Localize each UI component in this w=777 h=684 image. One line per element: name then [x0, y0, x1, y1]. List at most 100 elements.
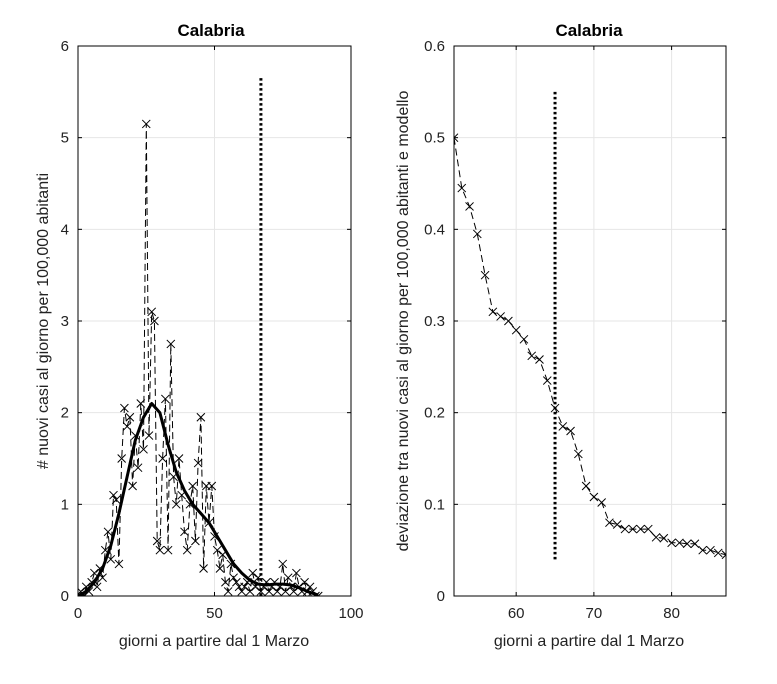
y-tick-label: 0.3: [424, 313, 445, 330]
data-point-marker: [166, 339, 176, 349]
data-point-marker: [147, 307, 157, 317]
data-point-marker: [248, 568, 258, 578]
data-point-marker: [180, 527, 189, 537]
data-point-marker: [182, 545, 192, 555]
data-point-marker: [264, 587, 274, 596]
data-point-marker: [454, 133, 459, 143]
data-point-marker: [139, 444, 148, 454]
data-point-marker: [174, 454, 184, 463]
data-point-marker: [289, 587, 299, 596]
data-point-marker: [193, 458, 203, 468]
data-point-marker: [675, 538, 684, 548]
left-plot-title: Calabria: [177, 21, 245, 40]
series-area: [78, 78, 323, 596]
y-tick-label: 0.4: [424, 221, 445, 238]
data-point-marker: [152, 536, 162, 546]
data-point-marker: [612, 520, 622, 529]
x-tick-label: 70: [586, 605, 603, 622]
data-point-marker: [111, 495, 121, 505]
data-point-marker: [465, 202, 474, 211]
data-point-marker: [682, 539, 692, 549]
data-point-marker: [300, 577, 309, 587]
data-point-marker: [163, 545, 173, 555]
model-curve: [78, 402, 319, 596]
y-tick-label: 0: [437, 588, 445, 605]
data-point-marker: [305, 582, 315, 592]
y-tick-label: 6: [61, 38, 69, 55]
data-point-marker: [158, 454, 167, 463]
data-point-marker: [256, 587, 266, 596]
data-point-marker: [605, 518, 614, 528]
data-point-marker: [155, 545, 165, 555]
data-point-marker: [117, 454, 127, 463]
data-point-marker: [651, 532, 661, 542]
data-point-marker: [581, 481, 591, 491]
series-area: [454, 91, 726, 560]
right-y-axis-label: deviazione tra nuovi casi al giorno per …: [395, 91, 412, 552]
data-point-marker: [690, 539, 700, 549]
left-series: [78, 78, 323, 596]
data-point-marker: [535, 355, 544, 364]
data-point-marker: [223, 587, 233, 596]
data-point-marker: [597, 498, 607, 507]
data-point-marker: [196, 412, 206, 422]
left-y-axis-label: # nuovi casi al giorno per 100,000 abita…: [35, 173, 52, 469]
data-point-marker: [488, 307, 498, 317]
right-ticks: 60 70 80 0 0.1 0.2 0.3 0.4 0.5 0.6: [424, 38, 726, 622]
y-tick-label: 0.5: [424, 130, 445, 147]
data-point-marker: [188, 481, 198, 491]
y-tick-label: 0.1: [424, 496, 445, 513]
data-point-marker: [199, 564, 208, 573]
data-point-marker: [511, 325, 521, 335]
right-series: [454, 91, 726, 560]
data-point-marker: [573, 449, 583, 459]
data-point-marker: [636, 524, 645, 534]
data-point-marker: [589, 492, 599, 502]
y-tick-label: 5: [61, 130, 69, 147]
data-point-marker: [212, 545, 222, 555]
left-x-axis-label: giorni a partire dal 1 Marzo: [119, 633, 309, 650]
data-point-marker: [191, 536, 200, 546]
data-point-marker: [504, 316, 513, 326]
data-point-marker: [620, 524, 630, 534]
data-point-marker: [114, 559, 124, 569]
data-point-marker: [237, 587, 247, 596]
data-point-marker: [527, 351, 537, 361]
right-grid: [454, 45, 726, 597]
data-point-marker: [542, 376, 552, 385]
data-point-marker: [120, 403, 129, 413]
y-tick-label: 0.2: [424, 405, 445, 422]
x-tick-label: 100: [338, 605, 363, 622]
data-point-marker: [231, 577, 241, 587]
data-point-marker: [659, 533, 669, 543]
data-point-marker: [519, 334, 529, 344]
data-point-marker: [496, 312, 505, 321]
data-point-marker: [253, 573, 263, 583]
data-point-marker: [103, 527, 113, 537]
data-point-marker: [122, 422, 132, 431]
data-point-marker: [229, 573, 238, 583]
data-point-marker: [643, 524, 653, 534]
x-tick-label: 0: [74, 605, 82, 622]
data-point-marker: [566, 426, 575, 436]
x-tick-label: 80: [663, 605, 680, 622]
data-point-marker: [472, 229, 482, 239]
data-point-marker: [171, 499, 181, 509]
left-ticks: 0 50 100 0 1 2 3 4 5 6: [61, 38, 364, 622]
data-series-line: [454, 137, 726, 556]
data-point-marker: [221, 577, 230, 587]
data-point-marker: [721, 550, 726, 560]
data-point-marker: [283, 573, 293, 583]
data-point-marker: [667, 538, 676, 548]
plot-new-cases: Calabria 0 50 100 0 1 2 3 4 5 6 giorni a partire …: [35, 21, 364, 650]
data-point-marker: [457, 183, 467, 193]
y-tick-label: 0.6: [424, 38, 445, 55]
data-point-marker: [144, 431, 154, 440]
data-point-marker: [558, 422, 568, 431]
data-point-marker: [278, 559, 288, 569]
data-point-marker: [128, 481, 137, 491]
data-point-marker: [150, 316, 159, 326]
data-point-marker: [133, 463, 143, 473]
data-point-marker: [84, 587, 94, 596]
